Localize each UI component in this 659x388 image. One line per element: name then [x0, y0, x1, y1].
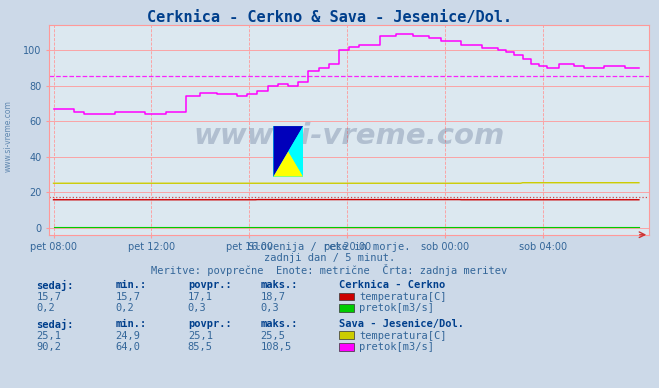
Text: 0,2: 0,2	[115, 303, 134, 314]
Text: min.:: min.:	[115, 280, 146, 290]
Text: 25,1: 25,1	[188, 331, 213, 341]
Text: sedaj:: sedaj:	[36, 280, 74, 291]
Text: 25,1: 25,1	[36, 331, 61, 341]
Text: 25,5: 25,5	[260, 331, 285, 341]
Text: Meritve: povprečne  Enote: metrične  Črta: zadnja meritev: Meritve: povprečne Enote: metrične Črta:…	[152, 264, 507, 276]
Text: povpr.:: povpr.:	[188, 280, 231, 290]
Text: 15,7: 15,7	[36, 292, 61, 302]
Text: 0,3: 0,3	[260, 303, 279, 314]
Text: 18,7: 18,7	[260, 292, 285, 302]
Text: 108,5: 108,5	[260, 342, 291, 352]
Text: 85,5: 85,5	[188, 342, 213, 352]
Text: 15,7: 15,7	[115, 292, 140, 302]
Text: temperatura[C]: temperatura[C]	[359, 292, 447, 302]
Text: zadnji dan / 5 minut.: zadnji dan / 5 minut.	[264, 253, 395, 263]
Text: povpr.:: povpr.:	[188, 319, 231, 329]
Text: sedaj:: sedaj:	[36, 319, 74, 330]
Text: 0,2: 0,2	[36, 303, 55, 314]
Text: temperatura[C]: temperatura[C]	[359, 331, 447, 341]
Text: pretok[m3/s]: pretok[m3/s]	[359, 342, 434, 352]
Text: www.si-vreme.com: www.si-vreme.com	[3, 100, 13, 172]
Text: Sava - Jesenice/Dol.: Sava - Jesenice/Dol.	[339, 319, 465, 329]
Text: maks.:: maks.:	[260, 280, 298, 290]
Polygon shape	[273, 126, 303, 177]
Text: Slovenija / reke in morje.: Slovenija / reke in morje.	[248, 242, 411, 253]
Text: 17,1: 17,1	[188, 292, 213, 302]
Text: pretok[m3/s]: pretok[m3/s]	[359, 303, 434, 314]
Text: 24,9: 24,9	[115, 331, 140, 341]
Polygon shape	[273, 126, 303, 177]
Text: min.:: min.:	[115, 319, 146, 329]
Polygon shape	[289, 126, 303, 177]
Text: Cerknica - Cerkno & Sava - Jesenice/Dol.: Cerknica - Cerkno & Sava - Jesenice/Dol.	[147, 10, 512, 25]
Text: 0,3: 0,3	[188, 303, 206, 314]
Text: maks.:: maks.:	[260, 319, 298, 329]
Text: Cerknica - Cerkno: Cerknica - Cerkno	[339, 280, 445, 290]
Text: 90,2: 90,2	[36, 342, 61, 352]
Polygon shape	[273, 151, 303, 177]
Text: www.si-vreme.com: www.si-vreme.com	[194, 122, 505, 150]
Text: 64,0: 64,0	[115, 342, 140, 352]
